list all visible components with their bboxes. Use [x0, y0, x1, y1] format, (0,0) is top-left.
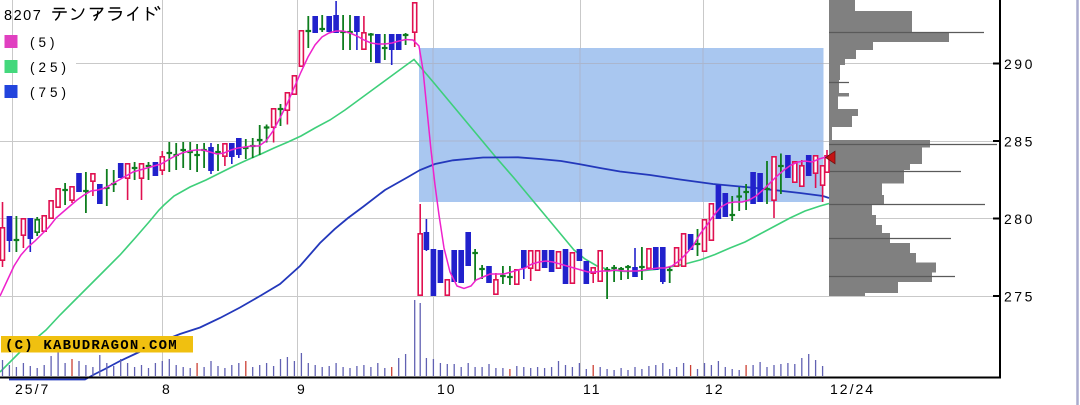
- svg-text:(C) KABUDRAGON.COM: (C) KABUDRAGON.COM: [5, 338, 178, 354]
- svg-text:9: 9: [297, 381, 307, 397]
- svg-text:12: 12: [705, 381, 725, 397]
- svg-text:8207: 8207: [4, 8, 42, 24]
- svg-text:275: 275: [1004, 289, 1035, 305]
- svg-text:11: 11: [583, 381, 602, 397]
- svg-text:25/7: 25/7: [15, 381, 50, 397]
- svg-text:(75): (75): [30, 85, 70, 100]
- svg-text:280: 280: [1004, 211, 1035, 227]
- svg-text:285: 285: [1004, 134, 1035, 150]
- svg-text:12/24: 12/24: [830, 381, 875, 397]
- svg-text:8: 8: [162, 381, 172, 397]
- svg-text:10: 10: [437, 381, 457, 397]
- svg-text:(25): (25): [30, 60, 70, 75]
- svg-text:290: 290: [1004, 56, 1035, 72]
- svg-text:(5): (5): [30, 35, 59, 50]
